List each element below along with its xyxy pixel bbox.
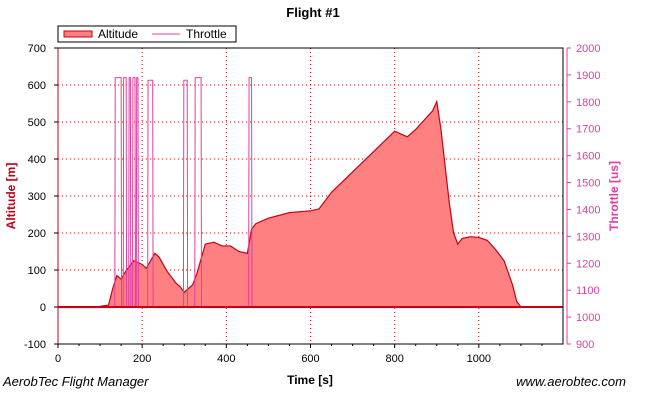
x-tick-label-3: 600 — [301, 353, 319, 365]
y-tick-label-0: -100 — [24, 339, 46, 351]
y2-tick-label-1: 1000 — [576, 312, 600, 324]
y2-tick-label-0: 900 — [576, 339, 594, 351]
y2-axis-label: Throttle [us] — [607, 161, 621, 231]
left-axis: -100 0 100 200 300 400 500 600 700 — [24, 43, 59, 351]
y2-tick-label-6: 1500 — [576, 178, 600, 190]
y2-tick-label-11: 2000 — [576, 43, 600, 55]
series-layer — [58, 77, 563, 309]
y-tick-label-2: 100 — [28, 265, 46, 277]
y2-tick-label-8: 1700 — [576, 124, 600, 136]
x-tick-label-4: 800 — [385, 353, 403, 365]
x-tick-label-0: 0 — [55, 353, 61, 365]
x-tick-label-2: 400 — [217, 353, 235, 365]
y2-tick-label-2: 1100 — [576, 285, 600, 297]
y-tick-label-4: 300 — [28, 191, 46, 203]
x-axis-label: Time [s] — [287, 373, 333, 387]
footer-app-name: AerobTec Flight Manager — [3, 374, 149, 389]
legend-swatch-altitude — [63, 30, 93, 38]
bottom-axis: 0 200 400 600 800 1000 — [55, 344, 543, 365]
x-tick-label-5: 1000 — [467, 353, 491, 365]
y2-tick-label-4: 1300 — [576, 231, 600, 243]
y-tick-label-3: 200 — [28, 228, 46, 240]
footer-website: www.aerobtec.com — [516, 374, 626, 389]
y2-tick-label-9: 1800 — [576, 97, 600, 109]
y-tick-label-8: 700 — [28, 43, 46, 55]
y-tick-label-7: 600 — [28, 80, 46, 92]
legend-box — [57, 25, 237, 43]
y-tick-label-5: 400 — [28, 154, 46, 166]
y2-tick-label-7: 1600 — [576, 151, 600, 163]
legend-label-altitude: Altitude — [98, 27, 138, 41]
chart-title: Flight #1 — [286, 5, 339, 20]
legend: Altitude Throttle — [57, 25, 237, 43]
y-tick-label-6: 500 — [28, 117, 46, 129]
y-tick-label-1: 0 — [40, 302, 46, 314]
y-axis-label: Altitude [m] — [4, 163, 18, 230]
altitude-line — [58, 99, 522, 308]
y2-tick-label-10: 1900 — [576, 70, 600, 82]
x-tick-label-1: 200 — [133, 353, 151, 365]
y2-tick-label-5: 1400 — [576, 204, 600, 216]
y2-tick-label-3: 1200 — [576, 258, 600, 270]
right-axis: 900 1000 1100 1200 1300 1400 1500 1600 1700 1800 1… — [566, 43, 600, 351]
throttle-line — [58, 77, 521, 309]
legend-label-throttle: Throttle — [186, 27, 227, 41]
altitude-area — [58, 101, 521, 308]
